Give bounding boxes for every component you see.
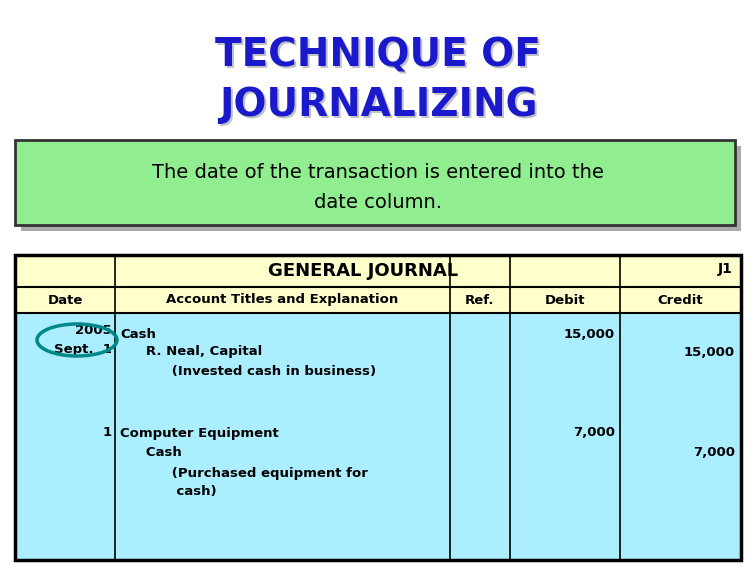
Text: 2005: 2005 — [76, 324, 112, 338]
Text: TECHNIQUE OF: TECHNIQUE OF — [215, 36, 541, 74]
FancyBboxPatch shape — [15, 140, 735, 225]
Text: J1: J1 — [718, 262, 733, 276]
Text: Cash: Cash — [132, 446, 181, 460]
FancyBboxPatch shape — [15, 255, 741, 313]
Text: Debit: Debit — [545, 294, 585, 306]
Text: Credit: Credit — [657, 294, 703, 306]
Text: GENERAL JOURNAL: GENERAL JOURNAL — [268, 262, 459, 280]
Text: R. Neal, Capital: R. Neal, Capital — [132, 346, 262, 358]
Text: 15,000: 15,000 — [684, 346, 735, 358]
Text: cash): cash) — [144, 484, 217, 498]
Text: Sept.  1: Sept. 1 — [54, 343, 112, 355]
FancyBboxPatch shape — [15, 255, 741, 560]
Text: date column.: date column. — [314, 192, 442, 211]
Text: Cash: Cash — [120, 328, 156, 340]
Text: The date of the transaction is entered into the: The date of the transaction is entered i… — [152, 162, 604, 181]
Text: TECHNIQUE OF: TECHNIQUE OF — [217, 38, 543, 76]
Text: 7,000: 7,000 — [573, 426, 615, 439]
Text: Account Titles and Explanation: Account Titles and Explanation — [166, 294, 398, 306]
Text: Date: Date — [48, 294, 82, 306]
Text: 15,000: 15,000 — [564, 328, 615, 340]
Text: JOURNALIZING: JOURNALIZING — [218, 86, 538, 124]
Text: Ref.: Ref. — [465, 294, 494, 306]
FancyBboxPatch shape — [21, 146, 741, 231]
Text: (Invested cash in business): (Invested cash in business) — [144, 365, 376, 377]
Text: Computer Equipment: Computer Equipment — [120, 426, 279, 439]
Text: (Purchased equipment for: (Purchased equipment for — [144, 467, 368, 479]
Text: 1: 1 — [103, 426, 112, 439]
Text: 7,000: 7,000 — [693, 446, 735, 460]
Text: JOURNALIZING: JOURNALIZING — [221, 88, 539, 126]
